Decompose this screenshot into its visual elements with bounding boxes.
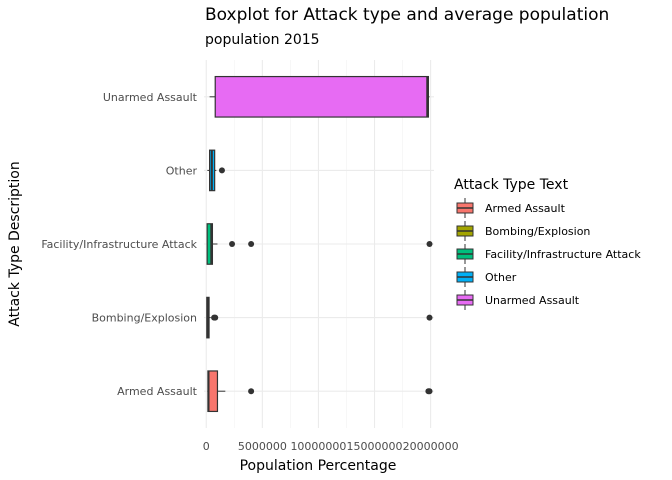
legend-item: Other [456,267,517,287]
outlier-point [248,241,255,247]
y-tick-label: Other [166,164,198,177]
legend-label: Armed Assault [485,202,566,215]
y-tick-label: Armed Assault [117,385,198,398]
legend: Attack Type Text Armed Assault Bombing/Ex… [454,177,641,310]
outlier-point [426,388,433,395]
box-armed-assault [207,370,433,413]
x-tick-label: 20000000 [403,440,459,453]
chart-subtitle: population 2015 [205,32,320,48]
outlier-point [426,314,433,321]
legend-label: Unarmed Assault [485,294,580,307]
x-tick-label: 15000000 [347,440,403,453]
legend-item: Bombing/Explosion [456,221,590,241]
legend-title: Attack Type Text [454,177,569,193]
x-axis-title: Population Percentage [240,458,397,474]
chart-title: Boxplot for Attack type and average popu… [205,5,609,25]
legend-label: Facility/Infrastructure Attack [485,248,641,261]
legend-item: Unarmed Assault [456,290,580,310]
outlier-point [248,388,255,395]
boxes [206,75,433,413]
box-iqr [214,75,429,118]
y-tick-labels: Armed Assault Bombing/Explosion Facility/I… [41,91,197,398]
x-tick-label: 0 [203,440,210,453]
legend-item: Facility/Infrastructure Attack [456,244,641,264]
legend-item: Armed Assault [456,198,566,218]
legend-label: Bombing/Explosion [485,225,590,238]
box-iqr [206,223,214,265]
x-tick-labels: 0 5000000 10000000 15000000 20000000 [203,440,459,453]
x-tick-label: 5000000 [238,440,287,453]
outlier-point [218,167,225,174]
outlier-point [426,241,433,247]
y-tick-label: Facility/Infrastructure Attack [41,238,197,251]
box-facility-infrastructure-attack [206,223,433,265]
y-tick-label: Bombing/Explosion [92,312,197,325]
outlier-point [212,314,219,321]
x-tick-label: 10000000 [290,440,346,453]
box-bombing-explosion [206,296,433,339]
outlier-point [229,241,236,247]
box-unarmed-assault [209,75,430,118]
y-tick-label: Unarmed Assault [103,91,198,104]
legend-label: Other [485,271,517,284]
y-axis-title: Attack Type Description [7,161,23,326]
box-other [207,149,225,192]
